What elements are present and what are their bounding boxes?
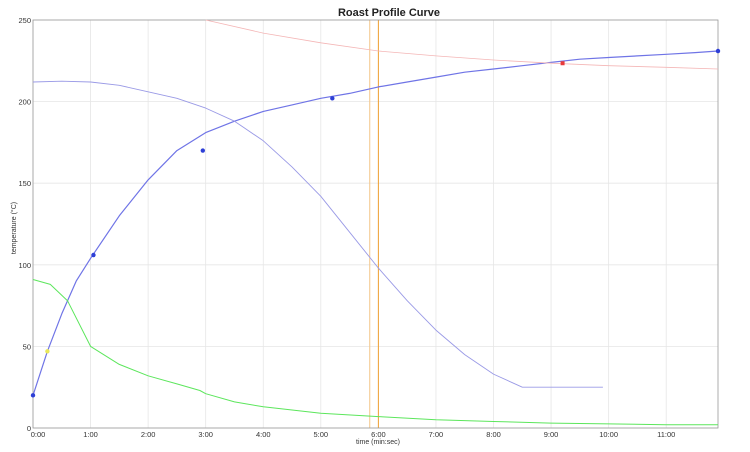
x-tick-label-11: 11:00 — [657, 430, 675, 439]
x-tick-label-7: 7:00 — [429, 430, 444, 439]
y-tick-label-3: 150 — [18, 179, 31, 188]
data-point-0 — [30, 393, 36, 398]
data-point-6 — [715, 48, 721, 54]
data-point-3 — [200, 148, 206, 153]
grid — [32, 19, 718, 429]
data-point-5 — [560, 61, 565, 66]
event-markers — [369, 20, 379, 428]
y-tick-label-5: 250 — [18, 16, 31, 25]
y-tick-label-1: 50 — [23, 342, 31, 351]
series-layer — [32, 19, 719, 426]
x-tick-label-9: 9:00 — [544, 430, 559, 439]
y-tick-label-2: 100 — [18, 261, 31, 270]
data-point-1 — [45, 349, 50, 354]
x-axis-label: time (min:sec) — [356, 439, 400, 446]
x-tick-label-1: 1:00 — [83, 430, 98, 439]
series-line-3 — [205, 19, 719, 70]
y-axis-ticks: 0 50 100 150 200 250 — [18, 16, 31, 433]
x-tick-label-5: 5:00 — [314, 430, 329, 439]
y-tick-label-4: 200 — [18, 98, 31, 107]
plot-area — [32, 19, 719, 429]
x-tick-label-4: 4:00 — [256, 430, 271, 439]
series-line-2 — [32, 279, 718, 426]
x-tick-label-10: 10:00 — [599, 430, 618, 439]
y-tick-label-0: 0 — [27, 424, 31, 433]
series-line-1 — [32, 80, 603, 388]
y-axis-label: temperature (°C) — [10, 202, 18, 254]
x-tick-label-2: 2:00 — [141, 430, 156, 439]
x-tick-label-8: 8:00 — [486, 430, 501, 439]
x-axis-ticks: 0:00 1:00 2:00 3:00 4:00 5:00 6:00 7:00 8:00 9:00… — [31, 430, 676, 439]
x-tick-label-3: 3:00 — [198, 430, 213, 439]
data-point-4 — [330, 96, 335, 101]
data-point-2 — [91, 252, 96, 258]
x-tick-label-6: 6:00 — [371, 430, 386, 439]
chart-title: Roast Profile Curve — [338, 7, 440, 19]
data-points — [30, 48, 721, 398]
series-line-0 — [32, 50, 719, 396]
x-tick-label-0: 0:00 — [31, 430, 46, 439]
